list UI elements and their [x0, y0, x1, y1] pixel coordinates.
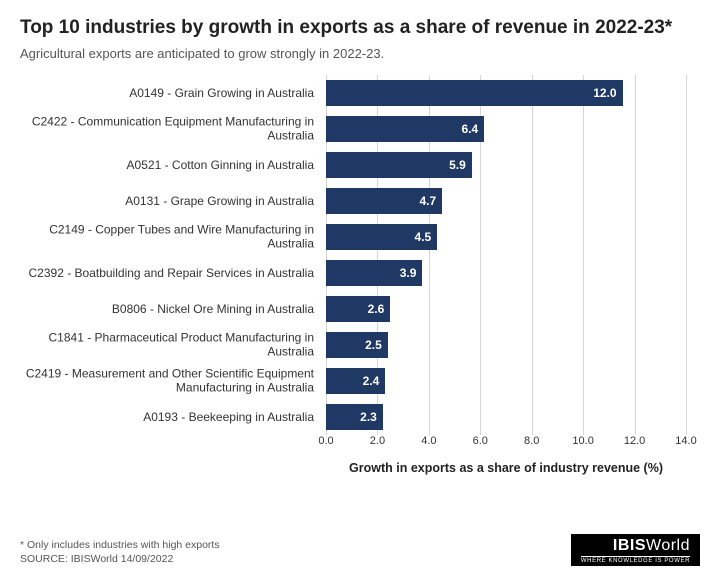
bar-area: 4.5 [326, 219, 672, 255]
x-tick-label: 6.0 [473, 435, 488, 447]
bar: 5.9 [326, 152, 472, 178]
x-tick-label: 2.0 [370, 435, 385, 447]
x-tick-label: 10.0 [572, 435, 593, 447]
bar-area: 12.0 [326, 75, 672, 111]
footnote-text: * Only includes industries with high exp… [20, 538, 220, 552]
bar-value-label: 4.5 [415, 230, 432, 244]
bar-chart: A0149 - Grain Growing in Australia 12.0 C2… [20, 75, 700, 475]
bar-row: A0193 - Beekeeping in Australia 2.3 [20, 399, 686, 435]
category-label: C2149 - Copper Tubes and Wire Manufactur… [20, 222, 320, 251]
bar-value-label: 4.7 [419, 194, 436, 208]
bar-value-label: 3.9 [400, 266, 417, 280]
bar-value-label: 6.4 [461, 122, 478, 136]
bar-value-label: 2.5 [365, 338, 382, 352]
bar-row: B0806 - Nickel Ore Mining in Australia 2.… [20, 291, 686, 327]
bar-area: 2.5 [326, 327, 672, 363]
bar-row: C2392 - Boatbuilding and Repair Services… [20, 255, 686, 291]
bar-row: C1841 - Pharmaceutical Product Manufactu… [20, 327, 686, 363]
category-label: C2392 - Boatbuilding and Repair Services… [20, 266, 320, 280]
bar-row: C2419 - Measurement and Other Scientific… [20, 363, 686, 399]
brand-logo: IBISWorld WHERE KNOWLEDGE IS POWER [571, 534, 700, 566]
chart-card: Top 10 industries by growth in exports a… [0, 0, 720, 576]
bar-area: 6.4 [326, 111, 672, 147]
logo-main: IBISWorld [581, 537, 690, 555]
bar-row: A0521 - Cotton Ginning in Australia 5.9 [20, 147, 686, 183]
category-label: A0193 - Beekeeping in Australia [20, 410, 320, 424]
bar: 2.6 [326, 296, 390, 322]
category-label: C2422 - Communication Equipment Manufact… [20, 114, 320, 143]
category-label: C1841 - Pharmaceutical Product Manufactu… [20, 330, 320, 359]
bar: 4.7 [326, 188, 442, 214]
bar-value-label: 5.9 [449, 158, 466, 172]
chart-subtitle: Agricultural exports are anticipated to … [20, 46, 700, 61]
x-tick-label: 4.0 [421, 435, 436, 447]
category-label: A0131 - Grape Growing in Australia [20, 194, 320, 208]
chart-title: Top 10 industries by growth in exports a… [20, 16, 700, 40]
x-tick-label: 0.0 [318, 435, 333, 447]
bar-area: 2.3 [326, 399, 672, 435]
category-label: A0149 - Grain Growing in Australia [20, 86, 320, 100]
bar-row: A0149 - Grain Growing in Australia 12.0 [20, 75, 686, 111]
bar: 3.9 [326, 260, 422, 286]
bar-value-label: 2.3 [360, 410, 377, 424]
x-tick-label: 12.0 [624, 435, 645, 447]
bar-row: C2422 - Communication Equipment Manufact… [20, 111, 686, 147]
footnotes: * Only includes industries with high exp… [20, 538, 220, 566]
x-axis: 0.02.04.06.08.010.012.014.0 [326, 435, 686, 455]
bar-area: 5.9 [326, 147, 672, 183]
logo-tagline: WHERE KNOWLEDGE IS POWER [581, 556, 690, 564]
logo-bold: IBIS [613, 537, 646, 554]
bar-value-label: 2.6 [368, 302, 385, 316]
grid-line [686, 75, 687, 435]
bar-row: C2149 - Copper Tubes and Wire Manufactur… [20, 219, 686, 255]
bar-value-label: 12.0 [593, 86, 616, 100]
bar: 2.5 [326, 332, 388, 358]
logo-light: World [646, 537, 690, 554]
bar: 6.4 [326, 116, 484, 142]
x-tick-label: 8.0 [524, 435, 539, 447]
bar: 12.0 [326, 80, 623, 106]
bar-row: A0131 - Grape Growing in Australia 4.7 [20, 183, 686, 219]
x-tick-label: 14.0 [675, 435, 696, 447]
bar-value-label: 2.4 [363, 374, 380, 388]
bar: 2.4 [326, 368, 385, 394]
bar-area: 2.6 [326, 291, 672, 327]
footer: * Only includes industries with high exp… [20, 534, 700, 566]
x-axis-title: Growth in exports as a share of industry… [326, 461, 686, 475]
category-label: B0806 - Nickel Ore Mining in Australia [20, 302, 320, 316]
bar: 4.5 [326, 224, 437, 250]
bar-area: 3.9 [326, 255, 672, 291]
bar-area: 4.7 [326, 183, 672, 219]
category-label: C2419 - Measurement and Other Scientific… [20, 366, 320, 395]
bar-area: 2.4 [326, 363, 672, 399]
source-text: SOURCE: IBISWorld 14/09/2022 [20, 552, 220, 566]
bar: 2.3 [326, 404, 383, 430]
category-label: A0521 - Cotton Ginning in Australia [20, 158, 320, 172]
